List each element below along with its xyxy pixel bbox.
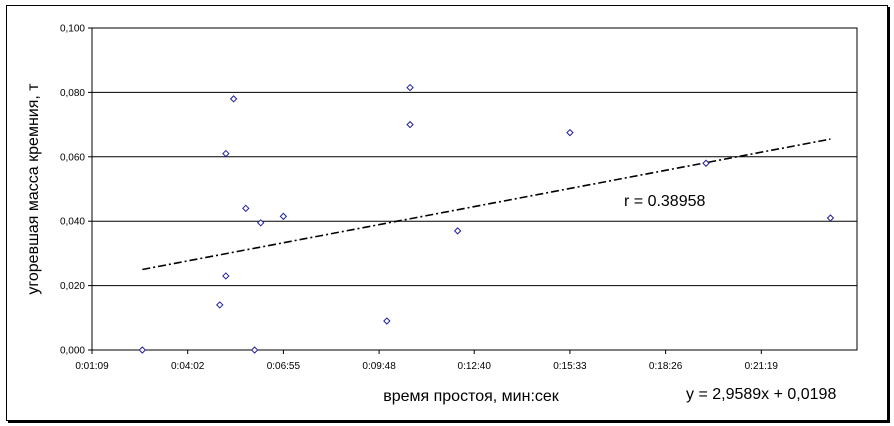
data-point: [702, 159, 710, 167]
trendline: [142, 138, 831, 271]
data-point: [279, 212, 288, 221]
data-points: [138, 83, 835, 354]
x-tick-label: 0:12:40: [458, 361, 492, 372]
plot-area: [91, 27, 858, 351]
data-point: [222, 272, 230, 280]
x-tick-label: 0:04:02: [171, 361, 205, 372]
y-tick-label: 0,060: [60, 152, 85, 163]
y-axis-label: угоревшая масса кремния, т: [25, 83, 42, 295]
regression-equation: y = 2,9589x + 0,0198: [686, 386, 836, 403]
data-point: [826, 214, 835, 222]
data-point: [229, 95, 238, 103]
x-tick-label: 0:09:48: [362, 361, 396, 372]
y-tick-label: 0,020: [60, 281, 85, 292]
data-point: [222, 149, 230, 158]
y-tick-label: 0,080: [60, 88, 85, 99]
data-point: [453, 227, 462, 235]
y-tick-label: 0,100: [60, 24, 85, 35]
data-point: [257, 219, 265, 227]
x-tick-label: 0:06:55: [267, 361, 301, 372]
data-point: [383, 317, 391, 325]
x-tick-label: 0:18:26: [649, 361, 683, 372]
x-axis-label: время простоя, мин:сек: [383, 388, 560, 405]
x-tick-label: 0:21:19: [745, 361, 779, 372]
gridlines: [92, 91, 857, 287]
x-tick-label: 0:01:09: [75, 361, 109, 372]
data-point: [216, 301, 224, 309]
data-point: [250, 346, 259, 354]
data-point: [406, 120, 414, 129]
data-point: [406, 83, 414, 92]
y-tick-label: 0,000: [60, 346, 85, 357]
correlation-annotation: r = 0.38958: [624, 193, 706, 210]
data-point: [138, 346, 147, 354]
y-axis-ticks: 0,000 0,020 0,040 0,060 0,080 0,100: [60, 24, 92, 357]
data-point: [242, 204, 250, 213]
x-axis-ticks: 0:01:09 0:04:02 0:06:55 0:09:48 0:12:40 0:15:…: [75, 350, 778, 372]
x-tick-label: 0:15:33: [553, 361, 587, 372]
y-tick-label: 0,040: [60, 217, 85, 228]
data-point: [566, 128, 574, 137]
